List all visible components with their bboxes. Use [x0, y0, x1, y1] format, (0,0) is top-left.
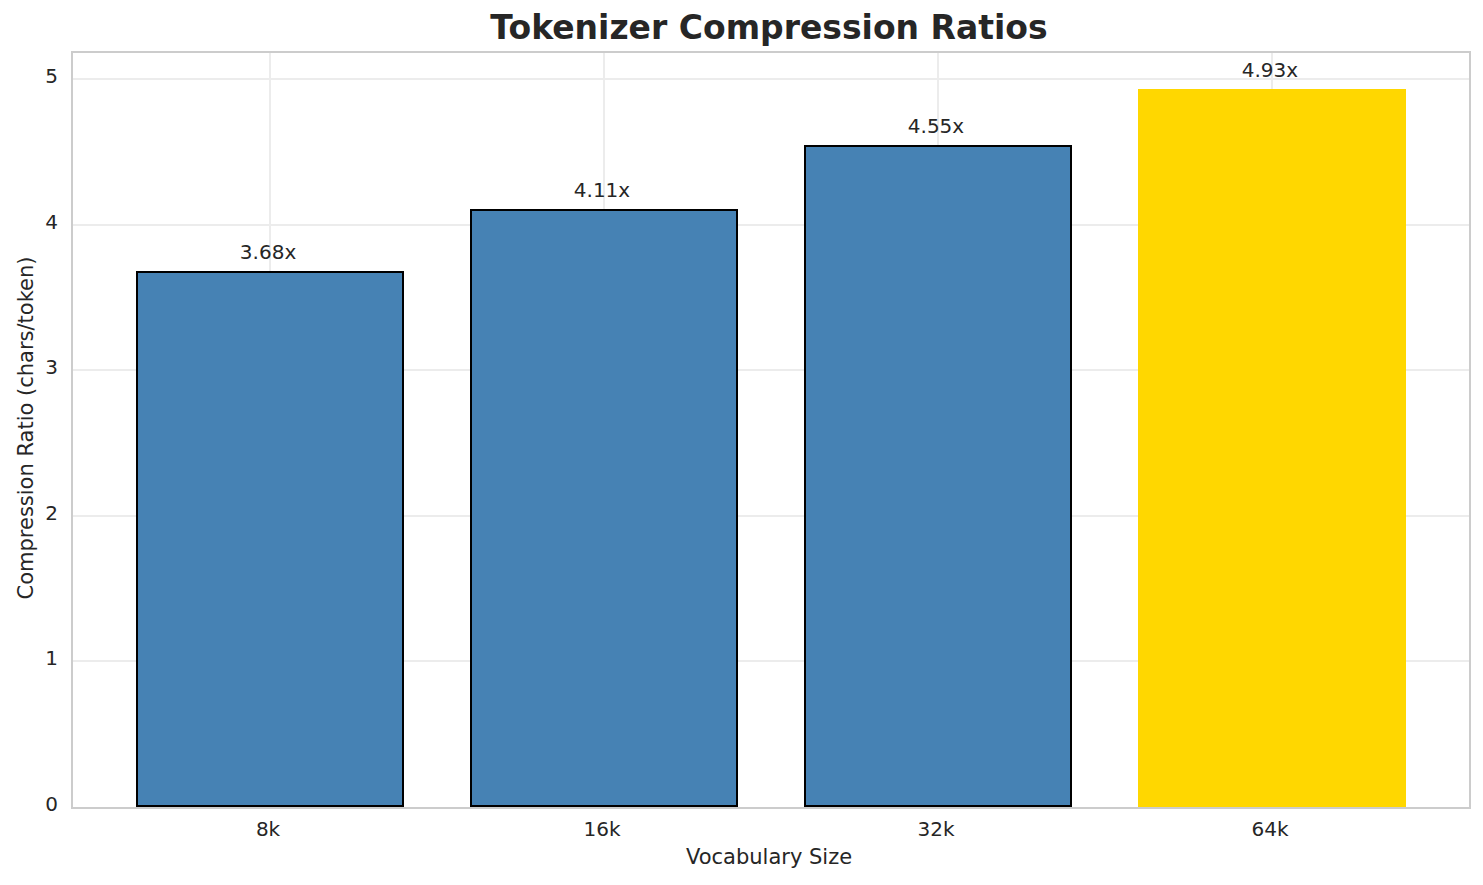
- y-tick-label-4: 4: [0, 210, 58, 234]
- plot-area: [71, 51, 1471, 809]
- bar-8k: [136, 271, 403, 807]
- y-tick-label-3: 3: [0, 355, 58, 379]
- bar-value-label-16k: 4.11x: [574, 178, 630, 202]
- x-tick-label-8k: 8k: [256, 817, 280, 841]
- x-axis-label: Vocabulary Size: [71, 845, 1467, 869]
- bar-value-label-8k: 3.68x: [240, 240, 296, 264]
- bar-32k: [804, 145, 1071, 807]
- y-tick-label-0: 0: [0, 792, 58, 816]
- y-tick-label-2: 2: [0, 501, 58, 525]
- x-tick-label-16k: 16k: [583, 817, 620, 841]
- figure: Tokenizer Compression Ratios Vocabulary …: [0, 0, 1483, 885]
- y-tick-label-5: 5: [0, 64, 58, 88]
- bar-value-label-64k: 4.93x: [1242, 58, 1298, 82]
- y-tick-label-1: 1: [0, 646, 58, 670]
- bar-64k: [1138, 89, 1405, 807]
- x-tick-label-64k: 64k: [1251, 817, 1288, 841]
- chart-title: Tokenizer Compression Ratios: [71, 8, 1467, 47]
- bar-16k: [470, 209, 737, 807]
- x-tick-label-32k: 32k: [917, 817, 954, 841]
- bar-value-label-32k: 4.55x: [908, 114, 964, 138]
- y-axis-label: Compression Ratio (chars/token): [14, 256, 38, 599]
